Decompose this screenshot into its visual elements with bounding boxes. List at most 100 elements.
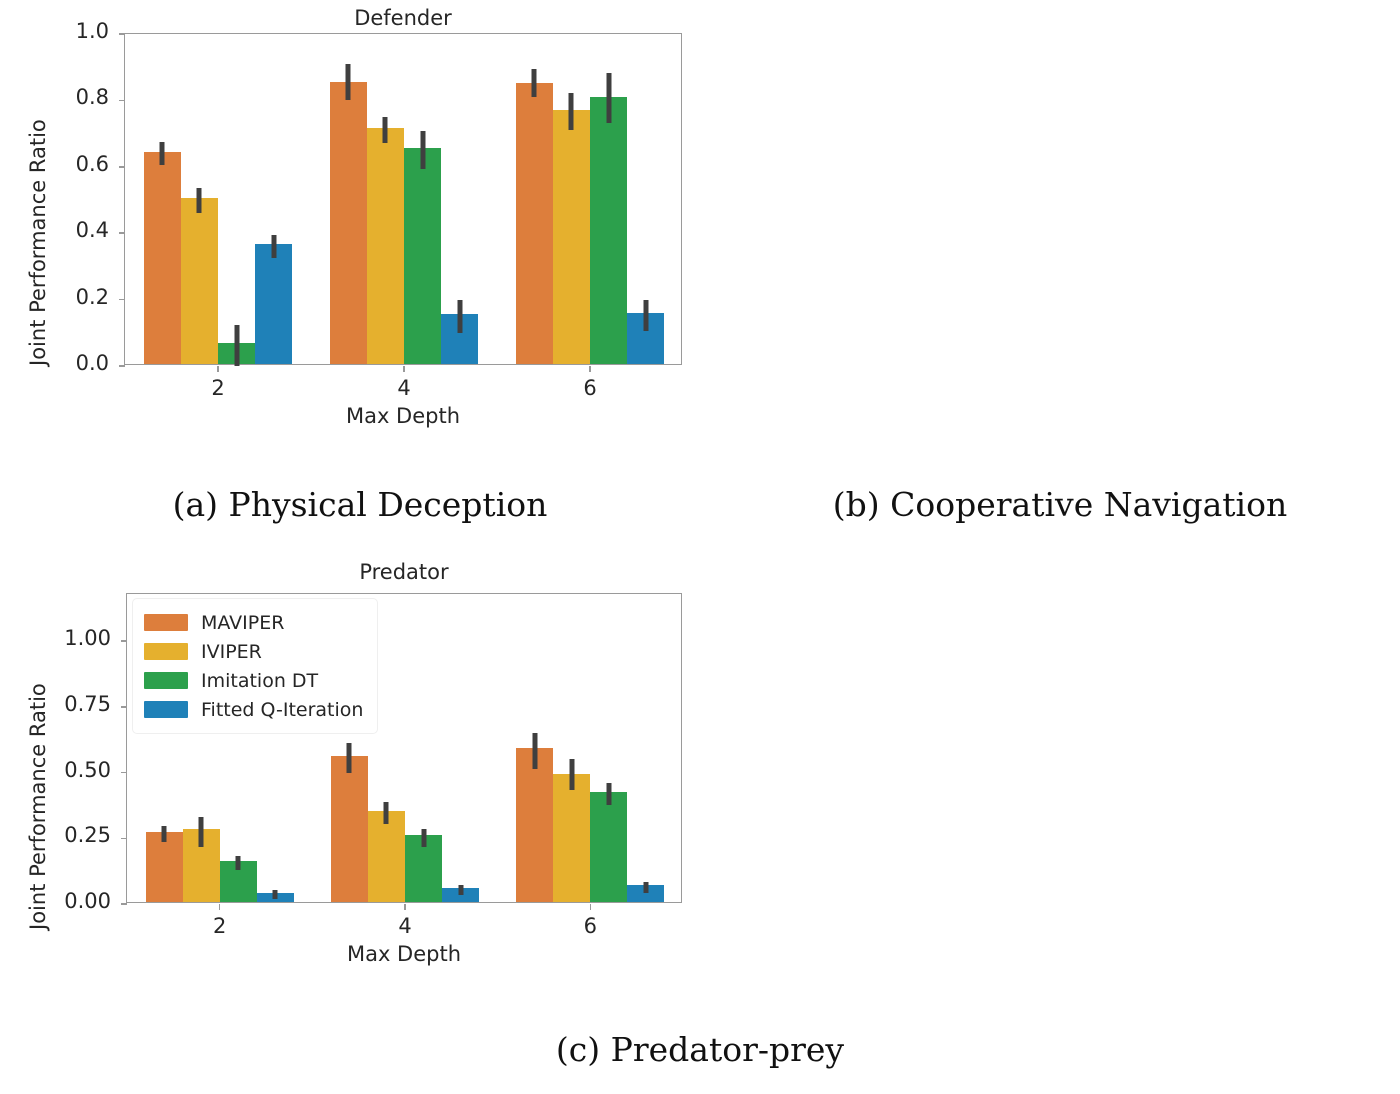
legend-item-label: IVIPER <box>201 640 262 663</box>
error-bar <box>271 234 277 259</box>
bar-defender-maviper-depth6 <box>515 83 553 364</box>
bar-defender-iviper-depth2 <box>180 198 218 364</box>
y-tick-label: 0.00 <box>64 889 111 913</box>
y-tick-mark <box>121 837 127 840</box>
panel-c-title: Predator <box>359 560 449 584</box>
error-bar <box>198 817 204 847</box>
y-tick-label: 0.75 <box>64 691 111 716</box>
y-tick-mark <box>119 232 125 234</box>
panel-a-plot-area: 0.0 0.2 0.4 0.6 0.8 1.0 2 4 6 <box>76 19 682 400</box>
legend-swatch-icon <box>144 614 188 631</box>
bar-defender-iviper-depth6 <box>552 110 590 364</box>
error-bar <box>643 882 649 893</box>
bar-defender-fitted-q-iteration-depth2 <box>255 243 293 364</box>
caption-b: (b) Cooperative Navigation <box>832 485 1288 524</box>
x-tick-label: 4 <box>397 376 411 400</box>
error-bar <box>196 187 202 213</box>
legend-swatch-icon <box>144 643 188 660</box>
legend: MAVIPER IVIPER Imitation DT Fitted Q-Iterat… <box>132 598 379 734</box>
x-tick-label: 6 <box>583 914 598 938</box>
y-tick-mark <box>121 640 127 643</box>
panel-c-xlabel: Max Depth <box>346 942 462 966</box>
x-tick-mark <box>589 904 592 910</box>
error-bar <box>643 300 649 332</box>
bar-predator-iviper-depth4 <box>367 810 405 902</box>
error-bar <box>457 300 463 333</box>
y-tick-label: 0.4 <box>75 218 109 243</box>
panel-c-ylabel: Joint Performance Ratio <box>26 683 50 930</box>
error-bar <box>569 758 575 791</box>
x-tick-label: 4 <box>398 914 412 938</box>
x-tick-label: 2 <box>212 914 227 938</box>
bar-predator-fitted-q-iteration-depth6 <box>627 885 665 902</box>
x-tick-mark <box>404 904 406 910</box>
error-bar <box>272 890 278 899</box>
y-tick-label: 0.8 <box>75 85 109 110</box>
y-tick-mark <box>119 33 125 35</box>
y-tick-mark <box>121 903 127 905</box>
bar-defender-maviper-depth2 <box>143 151 181 364</box>
x-tick-mark <box>403 366 405 372</box>
x-tick-mark <box>217 366 219 372</box>
legend-item[interactable]: Imitation DT <box>144 666 363 695</box>
x-tick-label: 6 <box>583 376 597 400</box>
subplot-cooperative-navigation: Joint Performance Ratio Max Depth 0.00.2… <box>700 0 1400 440</box>
error-bar <box>234 325 240 366</box>
x-tick-mark <box>218 904 221 910</box>
x-tick-label: 2 <box>211 376 225 400</box>
bar-predator-maviper-depth4 <box>330 755 368 902</box>
legend-swatch-icon <box>144 672 188 689</box>
caption-a: (a) Physical Deception <box>172 485 548 524</box>
error-bar <box>382 117 388 143</box>
error-bar <box>606 73 612 123</box>
panel-a-xlabel: Max Depth <box>345 404 461 428</box>
legend-item[interactable]: IVIPER <box>144 637 363 666</box>
error-bar <box>568 93 574 131</box>
bar-defender-imitation-dt-depth6 <box>590 96 628 364</box>
x-tick-mark <box>589 366 591 372</box>
error-bar <box>346 742 352 773</box>
y-tick-label: 0.0 <box>75 351 109 375</box>
bar-predator-maviper-depth6 <box>516 747 554 902</box>
error-bar <box>161 825 167 842</box>
error-bar <box>531 68 537 98</box>
legend-item[interactable]: MAVIPER <box>144 608 363 637</box>
error-bar <box>421 829 427 848</box>
y-tick-mark <box>119 166 125 168</box>
y-tick-mark <box>121 706 127 708</box>
bar-predator-imitation-dt-depth6 <box>590 792 628 902</box>
y-tick-mark <box>121 771 127 774</box>
y-tick-label: 0.50 <box>64 757 111 782</box>
bar-defender-imitation-dt-depth4 <box>404 148 442 364</box>
error-bar <box>235 855 241 870</box>
y-tick-label: 1.00 <box>64 626 111 651</box>
bar-predator-maviper-depth2 <box>145 831 183 902</box>
panel-a-ylabel: Joint Performance Ratio <box>26 119 50 366</box>
subplot-defender: Defender Joint Performance Ratio Max Dep… <box>0 0 700 440</box>
y-tick-label: 0.25 <box>64 823 111 848</box>
y-tick-label: 1.0 <box>75 19 109 43</box>
bar-predator-iviper-depth6 <box>553 773 591 902</box>
y-tick-mark <box>119 298 125 301</box>
error-bar <box>159 141 165 166</box>
bar-defender-iviper-depth4 <box>366 128 404 364</box>
y-tick-label: 0.2 <box>75 284 109 309</box>
error-bar <box>383 801 389 825</box>
legend-item[interactable]: Fitted Q-Iteration <box>144 695 363 724</box>
bar-defender-maviper-depth4 <box>329 81 367 364</box>
legend-item-label: MAVIPER <box>201 611 285 634</box>
y-tick-mark <box>119 365 125 367</box>
error-bar <box>420 130 426 170</box>
y-tick-label: 0.6 <box>75 151 109 176</box>
y-tick-mark <box>119 99 125 102</box>
legend-item-label: Imitation DT <box>201 669 319 692</box>
error-bar <box>532 732 538 770</box>
error-bar <box>458 884 464 895</box>
subplot-prey: Prey Joint Performance Ratio Max Depth 0… <box>700 550 1400 990</box>
legend-swatch-icon <box>144 701 188 718</box>
bar-predator-fitted-q-iteration-depth4 <box>442 887 480 902</box>
panel-a-title: Defender <box>354 6 452 30</box>
legend-item-label: Fitted Q-Iteration <box>201 698 364 721</box>
caption-c: (c) Predator-prey <box>555 1030 845 1069</box>
